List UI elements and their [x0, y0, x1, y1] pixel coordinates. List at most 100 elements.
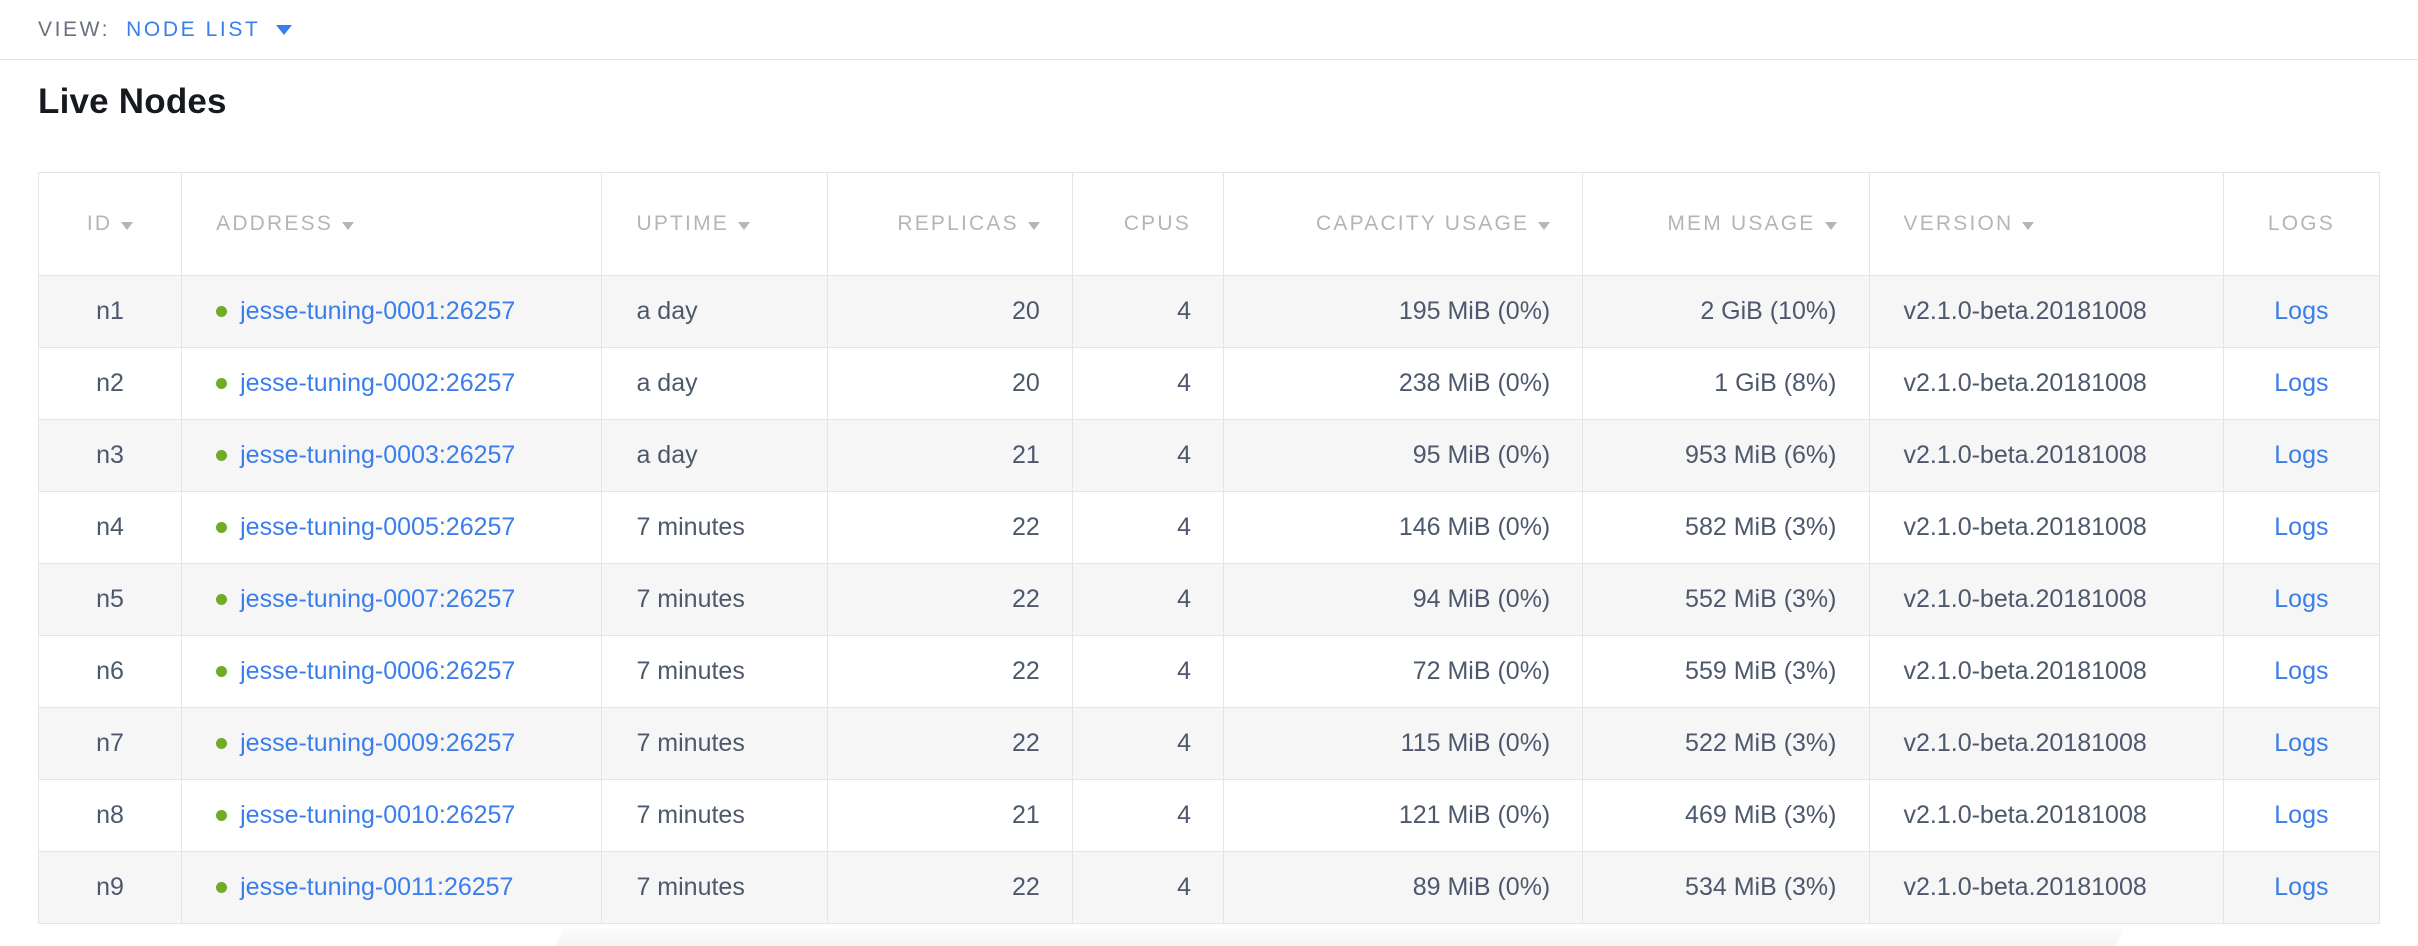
- logs-link[interactable]: Logs: [2274, 513, 2329, 541]
- view-bar: VIEW: NODE LIST: [0, 0, 2418, 60]
- cell-mem: 582 MiB (3%): [1582, 491, 1870, 564]
- cell-version: v2.1.0-beta.20181008: [1868, 563, 2224, 636]
- cell-id: n2: [37, 347, 183, 420]
- cell-logs: Logs: [2222, 275, 2381, 348]
- column-header-version[interactable]: VERSION: [1868, 172, 2224, 276]
- node-address-link[interactable]: jesse-tuning-0011:26257: [240, 873, 514, 901]
- health-status-icon: [216, 306, 228, 317]
- health-status-icon: [216, 450, 228, 461]
- cell-mem: 552 MiB (3%): [1582, 563, 1870, 636]
- cell-logs: Logs: [2222, 635, 2381, 708]
- node-address-link[interactable]: jesse-tuning-0005:26257: [240, 513, 516, 541]
- view-selector-dropdown[interactable]: NODE LIST: [126, 18, 293, 42]
- cell-mem: 1 GiB (8%): [1582, 347, 1870, 420]
- table-row: n5 jesse-tuning-0007:26257 7 minutes 22 4 94 …: [37, 563, 2381, 636]
- column-header-label: CAPACITY USAGE: [1316, 212, 1530, 235]
- cell-address: jesse-tuning-0009:26257: [181, 707, 603, 780]
- cell-uptime: 7 minutes: [601, 707, 828, 780]
- cell-cpus: 4: [1071, 491, 1224, 564]
- sort-arrow-icon: [1027, 222, 1040, 230]
- column-header-id[interactable]: ID: [37, 172, 183, 276]
- column-header-replicas[interactable]: REPLICAS: [826, 172, 1073, 276]
- cell-version: v2.1.0-beta.20181008: [1868, 635, 2224, 708]
- column-header-address[interactable]: ADDRESS: [181, 172, 603, 276]
- cell-logs: Logs: [2222, 347, 2381, 420]
- table-row: n8 jesse-tuning-0010:26257 7 minutes 21 4 121…: [37, 779, 2381, 852]
- logs-link[interactable]: Logs: [2274, 369, 2329, 397]
- cell-logs: Logs: [2222, 491, 2381, 564]
- table-row: n7 jesse-tuning-0009:26257 7 minutes 22 4 115…: [37, 707, 2381, 780]
- logs-link[interactable]: Logs: [2274, 441, 2329, 469]
- cell-mem: 534 MiB (3%): [1582, 851, 1870, 924]
- cell-capacity: 115 MiB (0%): [1222, 707, 1584, 780]
- cell-capacity: 146 MiB (0%): [1222, 491, 1584, 564]
- cell-uptime: a day: [601, 275, 828, 348]
- cell-replicas: 20: [826, 347, 1073, 420]
- table-row: n6 jesse-tuning-0006:26257 7 minutes 22 4 72 …: [37, 635, 2381, 708]
- cell-version: v2.1.0-beta.20181008: [1868, 851, 2224, 924]
- column-header-label: MEM USAGE: [1667, 212, 1816, 235]
- cell-logs: Logs: [2222, 419, 2381, 492]
- cell-uptime: a day: [601, 347, 828, 420]
- cell-cpus: 4: [1071, 347, 1224, 420]
- health-status-icon: [216, 378, 228, 389]
- cell-id: n1: [37, 275, 183, 348]
- cell-id: n9: [37, 851, 183, 924]
- column-header-label: UPTIME: [636, 212, 729, 235]
- cell-id: n5: [37, 563, 183, 636]
- chevron-down-icon: [276, 24, 293, 35]
- cell-mem: 522 MiB (3%): [1582, 707, 1870, 780]
- column-header-capacity[interactable]: CAPACITY USAGE: [1222, 172, 1584, 276]
- logs-link[interactable]: Logs: [2274, 729, 2329, 757]
- cell-id: n8: [37, 779, 183, 852]
- cell-logs: Logs: [2222, 707, 2381, 780]
- table-row: n9 jesse-tuning-0011:26257 7 minutes 22 4 89 …: [37, 851, 2381, 924]
- sort-arrow-icon: [2022, 222, 2035, 230]
- cell-replicas: 21: [826, 779, 1073, 852]
- node-address-link[interactable]: jesse-tuning-0006:26257: [240, 657, 516, 685]
- cell-mem: 2 GiB (10%): [1582, 275, 1870, 348]
- cell-cpus: 4: [1071, 275, 1224, 348]
- logs-link[interactable]: Logs: [2274, 873, 2329, 901]
- health-status-icon: [216, 882, 228, 893]
- logs-link[interactable]: Logs: [2274, 801, 2329, 829]
- column-header-cpus: CPUS: [1071, 172, 1224, 276]
- cell-capacity: 195 MiB (0%): [1222, 275, 1584, 348]
- column-header-label: VERSION: [1903, 212, 2014, 235]
- cell-capacity: 238 MiB (0%): [1222, 347, 1584, 420]
- node-address-link[interactable]: jesse-tuning-0010:26257: [240, 801, 516, 829]
- cell-uptime: 7 minutes: [601, 779, 828, 852]
- health-status-icon: [216, 810, 228, 821]
- cell-cpus: 4: [1071, 419, 1224, 492]
- column-header-uptime[interactable]: UPTIME: [601, 172, 828, 276]
- cell-address: jesse-tuning-0002:26257: [181, 347, 603, 420]
- node-address-link[interactable]: jesse-tuning-0002:26257: [240, 369, 516, 397]
- page-title: Live Nodes: [38, 82, 227, 121]
- cell-address: jesse-tuning-0010:26257: [181, 779, 603, 852]
- column-header-mem[interactable]: MEM USAGE: [1582, 172, 1870, 276]
- table-row: n3 jesse-tuning-0003:26257 a day 21 4 95 MiB …: [37, 419, 2381, 492]
- bottom-shadow: [555, 928, 2125, 946]
- column-header-label: ADDRESS: [216, 212, 334, 235]
- cell-replicas: 22: [826, 707, 1073, 780]
- node-address-link[interactable]: jesse-tuning-0003:26257: [240, 441, 516, 469]
- node-address-link[interactable]: jesse-tuning-0009:26257: [240, 729, 516, 757]
- logs-link[interactable]: Logs: [2274, 297, 2329, 325]
- health-status-icon: [216, 522, 228, 533]
- cell-address: jesse-tuning-0005:26257: [181, 491, 603, 564]
- cell-address: jesse-tuning-0006:26257: [181, 635, 603, 708]
- column-header-logs: LOGS: [2222, 172, 2381, 276]
- cell-cpus: 4: [1071, 563, 1224, 636]
- table-header-row: ID ADDRESS UPTIME REPLICAS CPUS CAPACITY USAG…: [37, 172, 2381, 276]
- cell-address: jesse-tuning-0001:26257: [181, 275, 603, 348]
- logs-link[interactable]: Logs: [2274, 657, 2329, 685]
- column-header-label: REPLICAS: [897, 212, 1019, 235]
- logs-link[interactable]: Logs: [2274, 585, 2329, 613]
- cell-uptime: 7 minutes: [601, 491, 828, 564]
- node-address-link[interactable]: jesse-tuning-0007:26257: [240, 585, 516, 613]
- cell-replicas: 20: [826, 275, 1073, 348]
- node-address-link[interactable]: jesse-tuning-0001:26257: [240, 297, 516, 325]
- cell-uptime: 7 minutes: [601, 563, 828, 636]
- cell-id: n6: [37, 635, 183, 708]
- cell-cpus: 4: [1071, 779, 1224, 852]
